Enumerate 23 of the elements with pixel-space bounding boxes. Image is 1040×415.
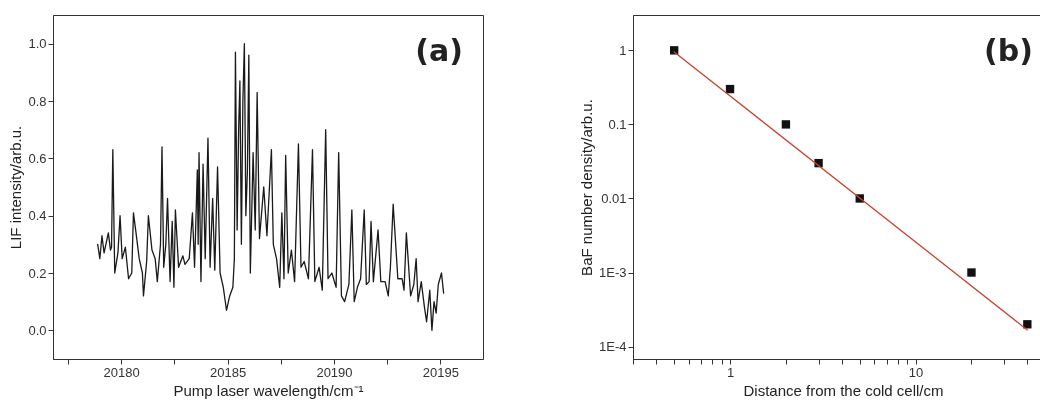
x-tick-label: 20185 (209, 364, 247, 380)
annotation: (b) (984, 33, 1033, 68)
y-tick-label: 0.01 (601, 190, 627, 206)
y-tick-label: 1 (619, 42, 627, 58)
y-tick-label: 0.2 (28, 265, 47, 281)
y-tick-label: 0.0 (28, 322, 47, 338)
x-tick-label: 1 (726, 364, 735, 380)
x-axis-title: Distance from the cold cell/cm (743, 381, 944, 399)
y-tick-label: 1.0 (28, 36, 47, 52)
y-tick-label: 0.6 (28, 150, 47, 166)
y-axis-title: LIF intensity/arb.u. (7, 125, 25, 250)
y-axis-title: BaF number density/arb.u. (578, 99, 596, 276)
x-tick-label: 10 (908, 364, 924, 380)
x-tick-label: 20190 (316, 364, 353, 380)
y-tick-label: 0.1 (608, 116, 627, 132)
x-tick-label: 20195 (422, 364, 459, 380)
x-tick-label: 20180 (103, 364, 140, 380)
annotation: (a) (415, 33, 463, 68)
y-tick-label: 0.8 (28, 93, 47, 109)
y-tick-label: 1E-3 (599, 265, 627, 281)
y-tick-label: 1E-4 (599, 339, 627, 355)
x-axis-title: Pump laser wavelength/cm⁻¹ (173, 381, 364, 399)
y-tick-label: 0.4 (28, 208, 47, 224)
